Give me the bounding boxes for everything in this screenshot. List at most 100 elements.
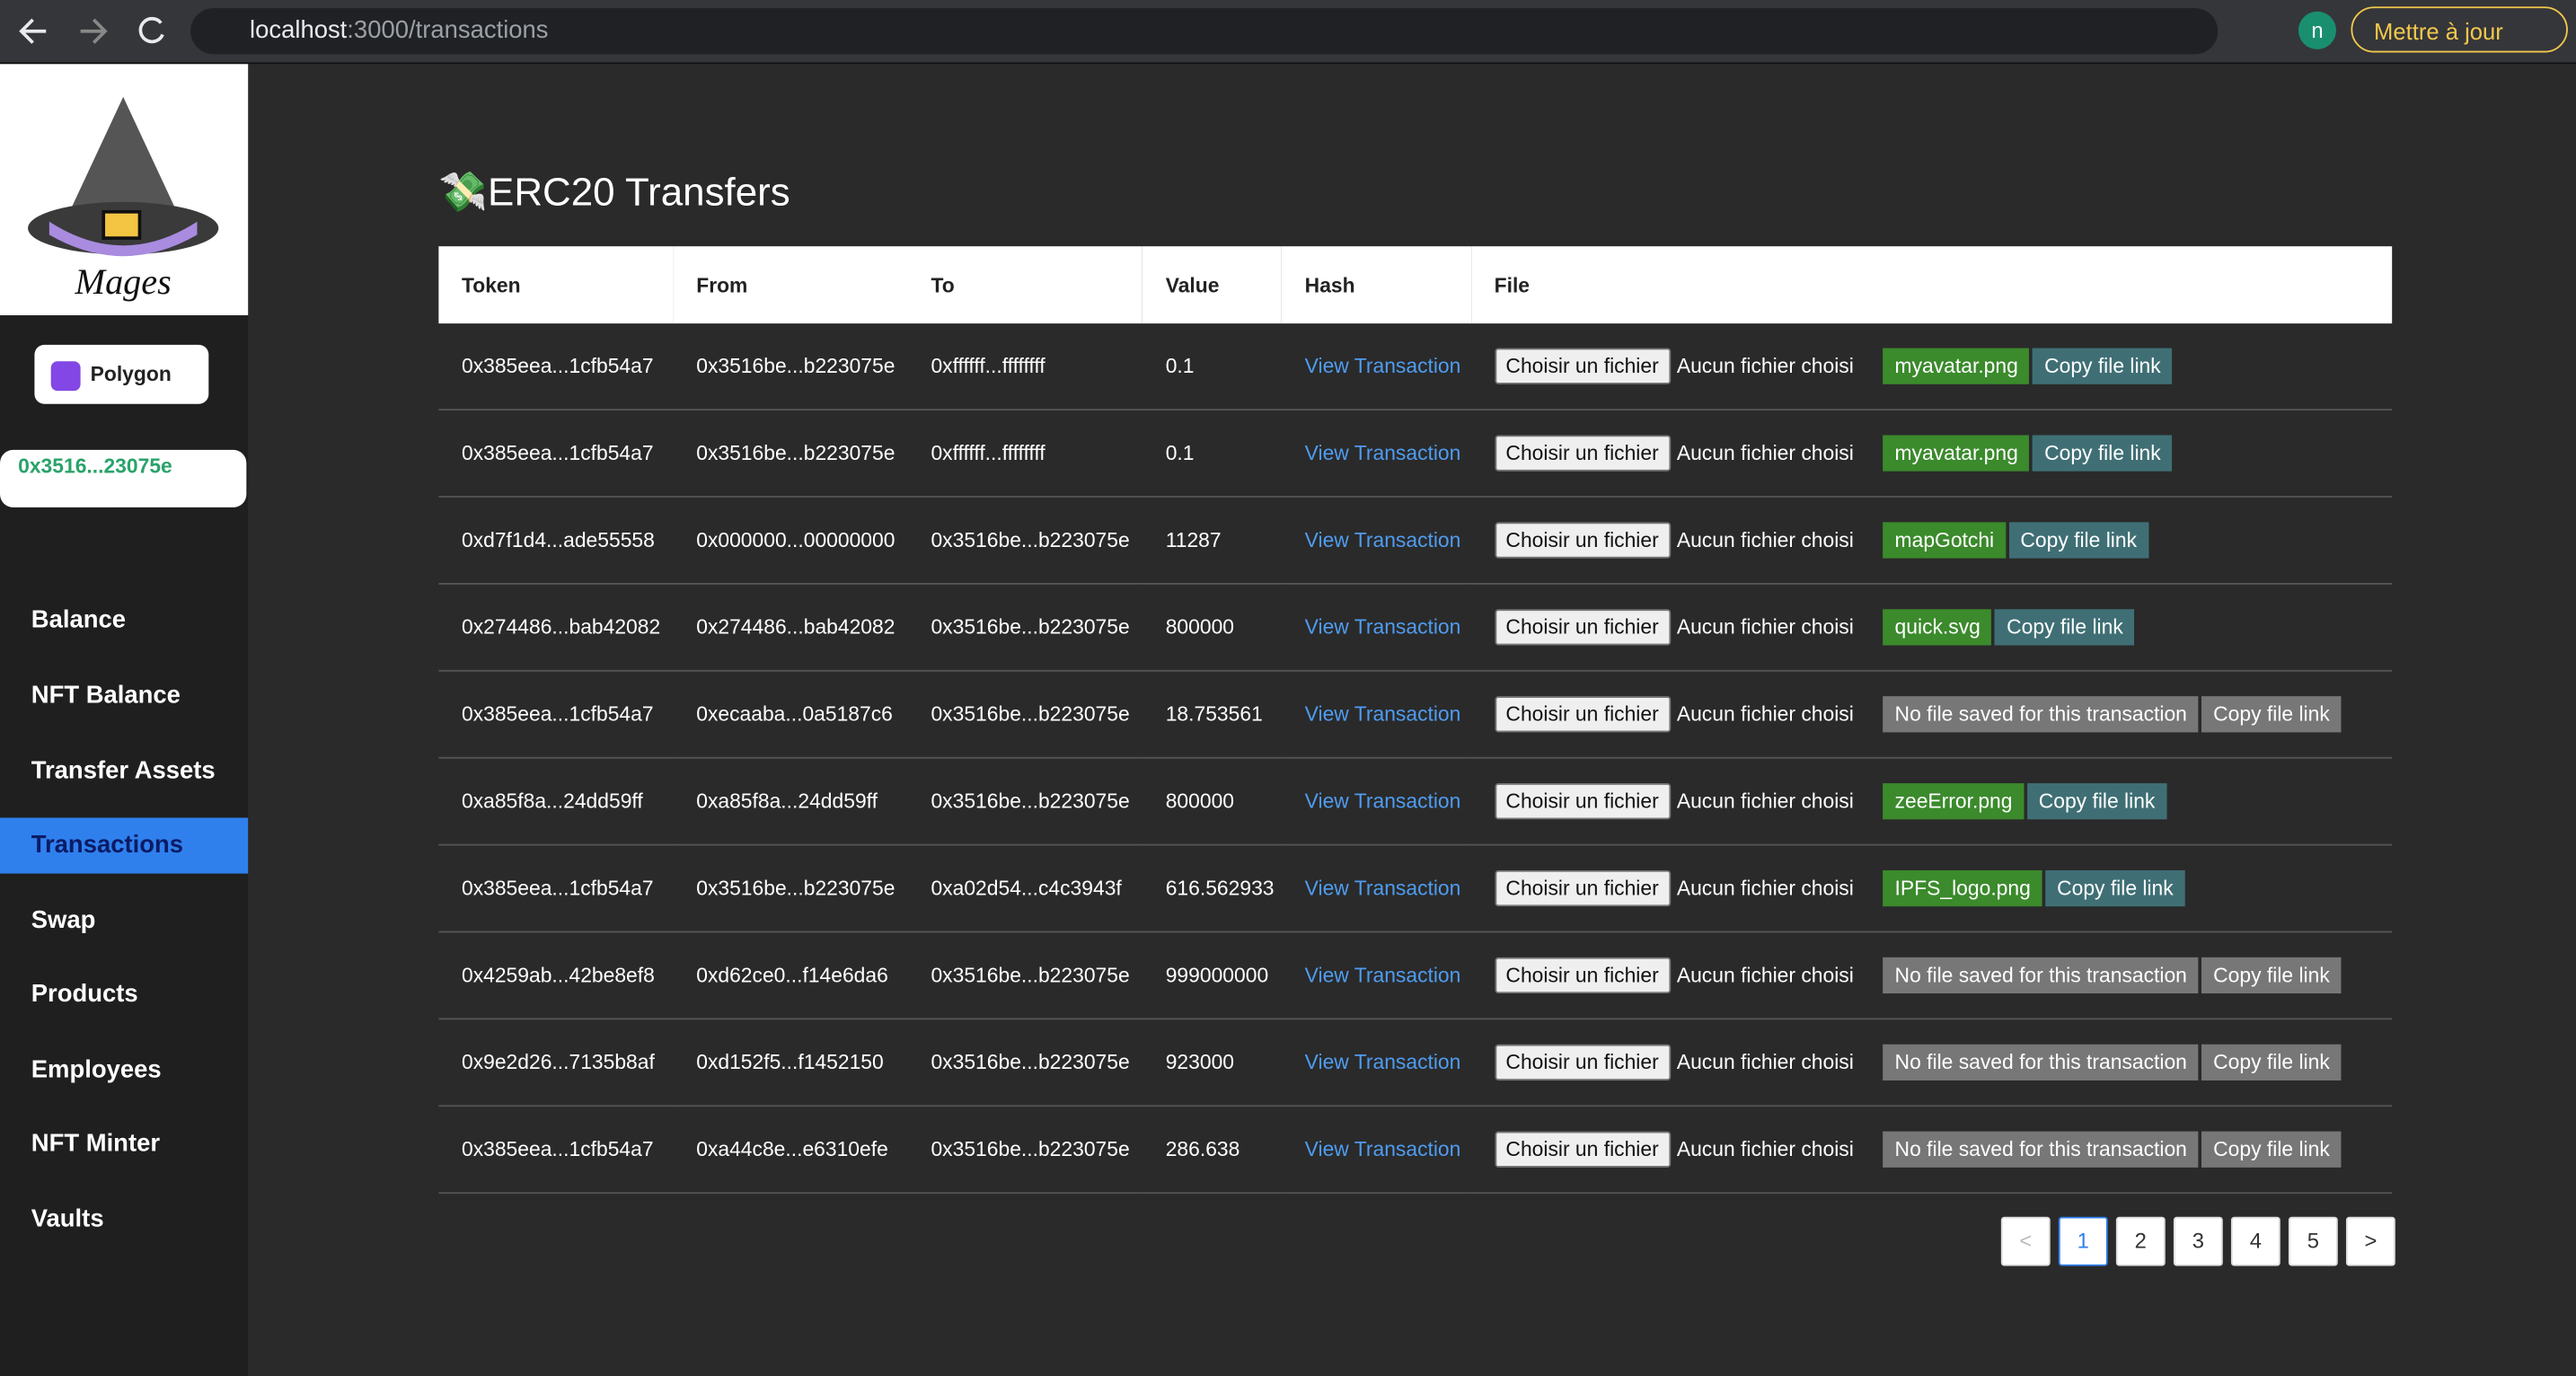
token-cell: 0x385eea...1cfb54a7 <box>438 1106 674 1195</box>
copy-link-button[interactable]: Copy file link <box>1995 609 2135 646</box>
value-cell: 11287 <box>1142 497 1283 585</box>
view-transaction-link[interactable]: View Transaction <box>1304 1137 1461 1161</box>
choose-file-button[interactable]: Choisir un fichier <box>1494 957 1671 994</box>
page-page[interactable]: 2 <box>2115 1216 2166 1266</box>
value-cell: 800000 <box>1142 583 1283 672</box>
nav-item[interactable]: NFT Balance <box>31 681 181 710</box>
no-file-chosen: Aucun fichier choisi <box>1676 615 1854 639</box>
nav-item[interactable]: Vaults <box>31 1204 104 1233</box>
table-row: 0x385eea...1cfb54a7 0xa44c8e...e6310efe 0x… <box>438 1106 2393 1195</box>
token-cell: 0x385eea...1cfb54a7 <box>438 410 674 498</box>
view-transaction-link[interactable]: View Transaction <box>1304 441 1461 465</box>
view-transaction-link[interactable]: View Transaction <box>1304 354 1461 378</box>
nav-item[interactable]: Swap <box>31 906 96 935</box>
nav-item[interactable]: Products <box>31 980 138 1009</box>
update-button[interactable]: Mettre à jour <box>2351 6 2568 53</box>
table-row: 0x385eea...1cfb54a7 0x3516be...b223075e 0x… <box>438 323 2393 411</box>
copy-link-button[interactable]: Copy file link <box>2201 1044 2342 1081</box>
from-cell: 0xd152f5...f1452150 <box>673 1019 908 1107</box>
view-transaction-link[interactable]: View Transaction <box>1304 1051 1461 1074</box>
choose-file-button[interactable]: Choisir un fichier <box>1494 783 1671 820</box>
choose-file-button[interactable]: Choisir un fichier <box>1494 1131 1671 1168</box>
value-cell: 616.562933 <box>1142 844 1283 933</box>
from-cell: 0xd62ce0...f14e6da6 <box>673 931 908 1020</box>
table-row: 0x9e2d26...7135b8af 0xd152f5...f1452150 0x… <box>438 1019 2393 1107</box>
nav-item[interactable]: Transactions <box>0 817 249 874</box>
view-transaction-link[interactable]: View Transaction <box>1304 702 1461 727</box>
file-badge: No file saved for this transaction <box>1883 696 2199 733</box>
copy-link-button[interactable]: Copy file link <box>2026 783 2167 820</box>
from-cell: 0x3516be...b223075e <box>673 323 908 411</box>
copy-link-button[interactable]: Copy file link <box>2033 348 2173 384</box>
file-badge: mapGotchi <box>1883 522 2006 559</box>
column-header: Value <box>1142 246 1283 324</box>
copy-link-button[interactable]: Copy file link <box>2201 957 2342 994</box>
token-cell: 0xd7f1d4...ade55558 <box>438 497 674 585</box>
token-cell: 0x4259ab...42be8ef8 <box>438 931 674 1020</box>
copy-link-button[interactable]: Copy file link <box>2033 435 2173 472</box>
file-cell: Choisir un fichier Aucun fichier choisi my… <box>1471 323 2393 411</box>
nav-item[interactable]: Balance <box>31 605 127 634</box>
profile[interactable]: n <box>2298 11 2336 49</box>
no-file-chosen: Aucun fichier choisi <box>1676 354 1854 378</box>
hash-cell: View Transaction <box>1282 410 1472 498</box>
file-badge: No file saved for this transaction <box>1883 1044 2199 1081</box>
choose-file-button[interactable]: Choisir un fichier <box>1494 609 1671 646</box>
table-row: 0xd7f1d4...ade55558 0x000000...00000000 0x… <box>438 497 2393 585</box>
choose-file-button[interactable]: Choisir un fichier <box>1494 1044 1671 1081</box>
token-cell: 0x385eea...1cfb54a7 <box>438 323 674 411</box>
column-header: File <box>1471 246 2393 324</box>
hash-cell: View Transaction <box>1282 670 1472 759</box>
address-bar[interactable]: localhost:3000/transactions <box>190 8 2219 55</box>
nav-item[interactable]: Transfer Assets <box>31 756 216 785</box>
copy-link-button[interactable]: Copy file link <box>2201 696 2342 733</box>
network-selector[interactable]: Polygon <box>34 344 209 404</box>
choose-file-button[interactable]: Choisir un fichier <box>1494 435 1671 472</box>
from-cell: 0x274486...bab42082 <box>673 583 908 672</box>
view-transaction-link[interactable]: View Transaction <box>1304 615 1461 639</box>
choose-file-button[interactable]: Choisir un fichier <box>1494 522 1671 559</box>
page-page[interactable]: 4 <box>2230 1216 2280 1266</box>
choose-file-button[interactable]: Choisir un fichier <box>1494 696 1671 733</box>
nav-buttons[interactable] <box>16 13 181 49</box>
view-transaction-link[interactable]: View Transaction <box>1304 877 1461 900</box>
address-text: 0x3516...23075e <box>18 454 172 479</box>
view-transaction-link[interactable]: View Transaction <box>1304 789 1461 813</box>
column-header: Hash <box>1282 246 1472 324</box>
logo-text: Mages <box>75 261 172 302</box>
value-cell: 0.1 <box>1142 323 1283 411</box>
hash-cell: View Transaction <box>1282 497 1472 585</box>
value-cell: 800000 <box>1142 757 1283 846</box>
choose-file-button[interactable]: Choisir un fichier <box>1494 869 1671 907</box>
page-page[interactable]: 3 <box>2173 1216 2223 1266</box>
token-cell: 0x274486...bab42082 <box>438 583 674 672</box>
table-row: 0x385eea...1cfb54a7 0x3516be...b223075e 0x… <box>438 844 2393 933</box>
page-page[interactable]: 5 <box>2288 1216 2338 1266</box>
value-cell: 0.1 <box>1142 410 1283 498</box>
hash-cell: View Transaction <box>1282 757 1472 846</box>
view-transaction-link[interactable]: View Transaction <box>1304 964 1461 987</box>
file-badge: No file saved for this transaction <box>1883 1131 2199 1168</box>
account-address[interactable]: 0x3516...23075e <box>0 449 247 507</box>
value-cell: 999000000 <box>1142 931 1283 1020</box>
view-transaction-link[interactable]: View Transaction <box>1304 528 1461 552</box>
table-row: 0xa85f8a...24dd59ff 0xa85f8a...24dd59ff 0x… <box>438 757 2393 846</box>
nav-item[interactable]: Employees <box>31 1055 162 1084</box>
nav-item[interactable]: NFT Minter <box>31 1129 161 1158</box>
copy-link-button[interactable]: Copy file link <box>2201 1131 2342 1168</box>
file-cell: Choisir un fichier Aucun fichier choisi qu… <box>1471 583 2393 672</box>
url-host: localhost <box>250 16 348 45</box>
no-file-chosen: Aucun fichier choisi <box>1676 964 1854 987</box>
page-page[interactable]: 1 <box>2058 1216 2108 1266</box>
file-cell: Choisir un fichier Aucun fichier choisi No… <box>1471 931 2393 1020</box>
choose-file-button[interactable]: Choisir un fichier <box>1494 348 1671 384</box>
hash-cell: View Transaction <box>1282 844 1472 933</box>
copy-link-button[interactable]: Copy file link <box>2045 869 2185 907</box>
from-cell: 0xa85f8a...24dd59ff <box>673 757 908 846</box>
no-file-chosen: Aucun fichier choisi <box>1676 789 1854 813</box>
to-cell: 0x3516be...b223075e <box>907 1019 1143 1107</box>
copy-link-button[interactable]: Copy file link <box>2008 522 2148 559</box>
page-next[interactable]: > <box>2345 1216 2395 1266</box>
page-prev[interactable]: < <box>2000 1216 2051 1266</box>
